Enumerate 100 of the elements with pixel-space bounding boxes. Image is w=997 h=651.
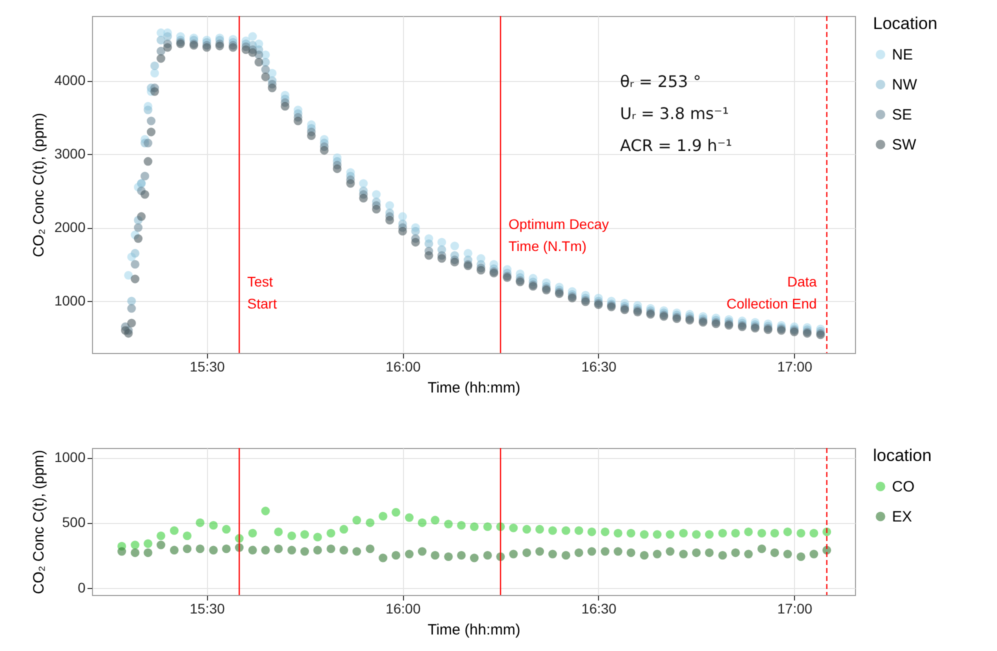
point [404, 550, 414, 558]
point [340, 546, 348, 554]
legend-label: NE [892, 46, 913, 64]
x-axis-title: Time (hh:mm) [428, 380, 520, 396]
y-axis-title: CO₂ Conc C(t), (ppm) [30, 450, 48, 594]
point [483, 522, 492, 531]
point [718, 528, 727, 538]
point [300, 547, 310, 556]
x-tick-label: 15:30 [190, 358, 225, 374]
point [418, 547, 427, 556]
point [222, 544, 231, 554]
point [352, 547, 362, 556]
point [587, 528, 596, 536]
point [614, 528, 622, 538]
point [366, 544, 374, 554]
y-tick-label: 3000 [54, 146, 86, 162]
point [144, 539, 152, 548]
point [261, 546, 270, 554]
point [679, 528, 688, 538]
point [587, 547, 596, 556]
point [144, 548, 152, 558]
point [652, 530, 662, 539]
point [274, 528, 283, 536]
point [574, 526, 584, 535]
x-tick-label: 15:30 [190, 600, 225, 616]
point [783, 550, 792, 558]
point [117, 547, 126, 556]
legend-label: EX [892, 508, 912, 526]
y-tick-label: 0 [78, 579, 86, 596]
point [300, 530, 310, 539]
point [704, 530, 714, 539]
legend-label: SE [892, 106, 912, 124]
point [444, 552, 453, 561]
point [182, 544, 192, 554]
point [562, 551, 570, 560]
point [783, 528, 792, 536]
point [404, 513, 414, 522]
point [209, 521, 218, 530]
annotation: Uᵣ = 3.8 ms⁻¹ [620, 104, 729, 123]
point [196, 544, 204, 554]
point [744, 550, 753, 558]
legend-title: Location [873, 14, 938, 33]
point [457, 521, 466, 530]
point [248, 546, 257, 554]
point [483, 551, 492, 560]
legend-title: location [873, 446, 932, 465]
point [770, 528, 780, 538]
point [757, 544, 766, 554]
point [340, 524, 348, 534]
point [444, 520, 453, 528]
point [326, 528, 336, 538]
point [130, 548, 140, 558]
y-tick-label: 1000 [54, 449, 86, 466]
legend-label: NW [892, 76, 918, 94]
y-tick-label: 1000 [54, 292, 86, 309]
point [470, 554, 479, 562]
point [704, 548, 714, 558]
point [574, 548, 584, 558]
point [640, 530, 649, 539]
point [626, 528, 636, 538]
x-axis-title: Time (hh:mm) [428, 622, 520, 638]
annotation: θᵣ = 253 ° [620, 72, 702, 91]
point [692, 530, 701, 539]
point [757, 528, 766, 538]
ref-line-label: Test Start [247, 273, 277, 312]
point [731, 548, 740, 558]
point [209, 546, 218, 554]
point [796, 552, 806, 561]
point [392, 551, 400, 560]
point [548, 526, 557, 535]
point [810, 528, 818, 538]
x-tick-label: 17:00 [777, 600, 813, 616]
point [522, 548, 532, 558]
point [326, 544, 336, 554]
point [535, 524, 544, 534]
point [470, 522, 479, 531]
point [562, 526, 570, 535]
point [626, 548, 636, 558]
point [156, 531, 166, 540]
point [548, 550, 557, 558]
point [287, 546, 296, 554]
point [196, 518, 204, 528]
point [679, 550, 688, 558]
point [366, 518, 374, 528]
legend-label: CO [892, 478, 914, 496]
point [509, 524, 518, 532]
point [457, 551, 466, 560]
point [222, 524, 231, 534]
annotation: ACR = 1.9 h⁻¹ [620, 136, 732, 155]
point [796, 528, 806, 538]
point [666, 530, 674, 539]
legend-label: SW [892, 136, 918, 154]
point [810, 550, 818, 558]
point [600, 528, 610, 536]
y-axis-title: CO₂ Conc C(t), (ppm) [30, 112, 48, 258]
point [313, 532, 322, 542]
point [170, 546, 179, 554]
ref-line-label: Data Collection End [726, 273, 818, 312]
point [640, 551, 649, 560]
point [430, 516, 440, 524]
